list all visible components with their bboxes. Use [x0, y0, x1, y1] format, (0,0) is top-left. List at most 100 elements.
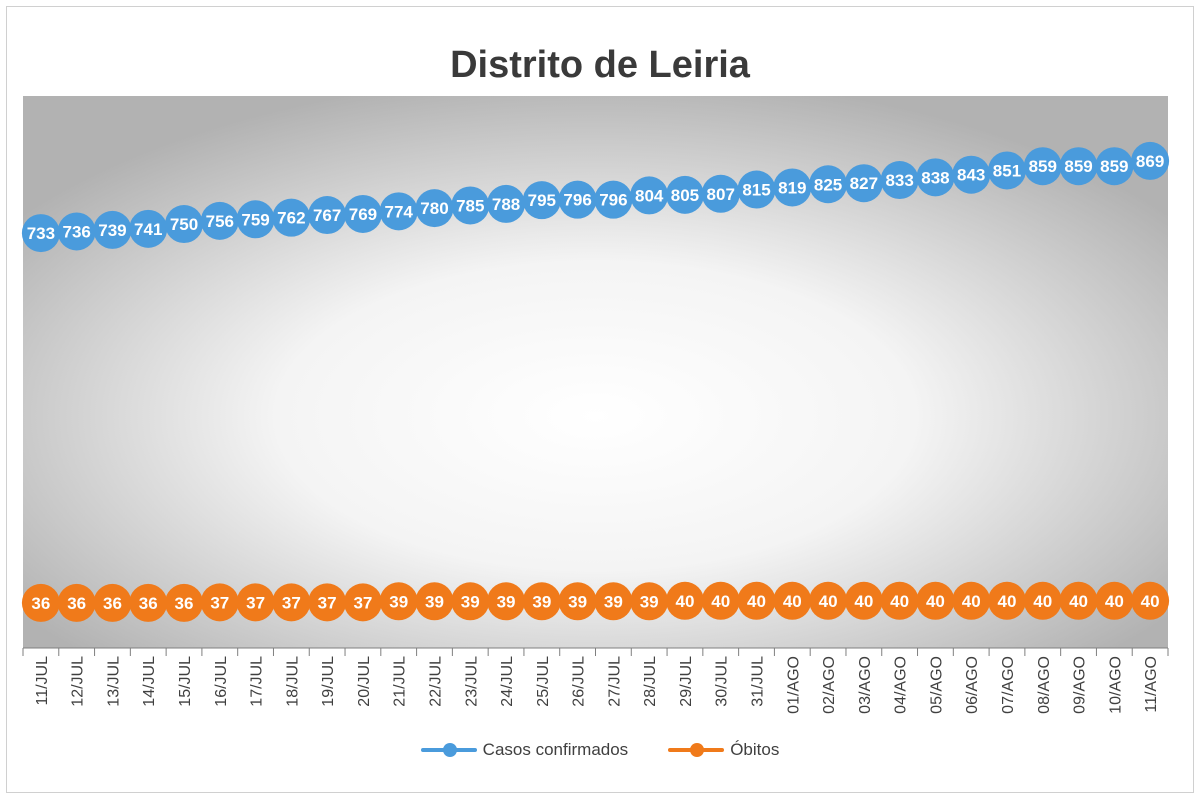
data-label-obitos: 37 — [282, 593, 301, 612]
data-label-obitos: 39 — [604, 592, 623, 611]
data-label-obitos: 40 — [1105, 592, 1124, 611]
data-point-obitos — [1131, 581, 1170, 620]
data-label-casos: 825 — [814, 175, 842, 194]
x-tick-label: 21/JUL — [392, 656, 409, 707]
data-point-casos — [343, 194, 382, 233]
data-label-casos: 838 — [921, 168, 949, 187]
data-label-casos: 741 — [134, 220, 162, 239]
x-tick-label: 11/JUL — [34, 656, 51, 706]
x-tick-label: 03/AGO — [857, 656, 874, 714]
data-label-casos: 767 — [313, 206, 341, 225]
data-point-obitos — [701, 581, 740, 620]
data-point-casos — [952, 155, 991, 194]
data-label-obitos: 36 — [139, 594, 158, 613]
x-tick-label: 10/AGO — [1107, 656, 1124, 714]
x-tick-label: 09/AGO — [1072, 656, 1089, 714]
data-label-obitos: 40 — [998, 592, 1017, 611]
data-point-casos — [451, 186, 490, 225]
data-label-casos: 796 — [563, 191, 591, 210]
data-label-casos: 796 — [599, 191, 627, 210]
data-label-obitos: 37 — [318, 593, 337, 612]
data-label-obitos: 37 — [210, 593, 229, 612]
data-label-casos: 805 — [671, 186, 699, 205]
data-point-obitos — [952, 581, 991, 620]
data-point-obitos — [165, 583, 204, 622]
x-tick-label: 16/JUL — [213, 656, 230, 707]
data-label-obitos: 40 — [1069, 592, 1088, 611]
x-tick-label: 17/JUL — [249, 656, 266, 707]
x-tick-label: 31/JUL — [750, 656, 767, 707]
x-tick-label: 19/JUL — [320, 656, 337, 707]
data-point-obitos — [93, 583, 132, 622]
data-point-casos — [21, 214, 60, 253]
legend-label-obitos: Óbitos — [730, 740, 780, 759]
data-point-obitos — [630, 582, 669, 621]
data-point-casos — [200, 201, 239, 240]
data-label-casos: 736 — [62, 222, 90, 241]
data-point-obitos — [451, 582, 490, 621]
data-point-casos — [308, 196, 347, 235]
data-point-obitos — [1059, 581, 1098, 620]
data-point-casos — [487, 184, 526, 223]
x-tick-label: 06/AGO — [964, 656, 981, 714]
chart-title: Distrito de Leiria — [450, 44, 750, 86]
x-tick-label: 20/JUL — [356, 656, 373, 707]
x-tick-label: 01/AGO — [785, 656, 802, 714]
data-point-casos — [916, 158, 955, 197]
data-point-casos — [737, 170, 776, 209]
data-point-obitos — [522, 582, 561, 621]
data-label-casos: 774 — [385, 202, 414, 221]
x-tick-label: 05/AGO — [928, 656, 945, 714]
data-point-casos — [57, 212, 96, 251]
data-label-obitos: 40 — [854, 592, 873, 611]
data-point-obitos — [415, 582, 454, 621]
data-label-casos: 869 — [1136, 152, 1164, 171]
data-point-casos — [594, 180, 633, 219]
x-tick-label: 14/JUL — [141, 656, 158, 707]
data-point-obitos — [594, 582, 633, 621]
data-label-obitos: 39 — [425, 592, 444, 611]
data-point-obitos — [57, 583, 96, 622]
x-tick-label: 12/JUL — [70, 656, 87, 707]
data-label-obitos: 40 — [962, 592, 981, 611]
data-label-casos: 739 — [98, 221, 126, 240]
data-label-obitos: 37 — [353, 593, 372, 612]
data-point-obitos — [737, 581, 776, 620]
data-label-casos: 859 — [1029, 157, 1057, 176]
data-point-casos — [773, 168, 812, 207]
data-point-obitos — [809, 581, 848, 620]
x-tick-label: 30/JUL — [714, 656, 731, 707]
data-label-casos: 750 — [170, 215, 198, 234]
data-label-obitos: 40 — [711, 592, 730, 611]
data-point-obitos — [343, 583, 382, 622]
data-point-obitos — [773, 581, 812, 620]
data-label-obitos: 40 — [890, 592, 909, 611]
x-tick-label: 07/AGO — [1000, 656, 1017, 714]
x-tick-label: 26/JUL — [571, 656, 588, 707]
data-point-casos — [522, 181, 561, 220]
data-label-obitos: 39 — [389, 592, 408, 611]
data-point-casos — [379, 192, 418, 231]
data-point-obitos — [665, 581, 704, 620]
data-label-casos: 859 — [1064, 157, 1092, 176]
data-label-casos: 833 — [885, 171, 913, 190]
data-point-casos — [415, 189, 454, 228]
data-label-casos: 788 — [492, 195, 520, 214]
data-label-obitos: 36 — [67, 594, 86, 613]
x-tick-label: 18/JUL — [284, 656, 301, 707]
x-tick-label: 02/AGO — [821, 656, 838, 714]
data-label-casos: 756 — [206, 212, 234, 231]
data-label-casos: 759 — [241, 210, 269, 229]
legend-label-casos: Casos confirmados — [482, 740, 629, 759]
data-label-casos: 807 — [707, 185, 735, 204]
data-label-casos: 780 — [420, 199, 448, 218]
data-label-obitos: 40 — [783, 592, 802, 611]
data-point-casos — [1131, 141, 1170, 180]
data-label-obitos: 39 — [568, 592, 587, 611]
x-tick-label: 04/AGO — [893, 656, 910, 714]
data-point-obitos — [880, 581, 919, 620]
data-point-obitos — [558, 582, 597, 621]
data-label-casos: 819 — [778, 178, 806, 197]
data-label-casos: 851 — [993, 161, 1021, 180]
legend: Casos confirmados Óbitos — [0, 740, 1200, 760]
